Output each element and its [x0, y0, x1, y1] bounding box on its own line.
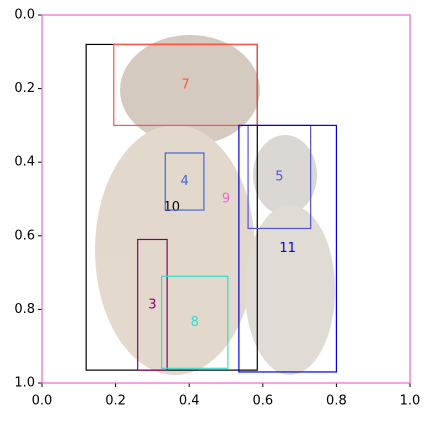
x-tick-label: 0.6 [252, 394, 273, 409]
photo [95, 35, 335, 375]
box-label: 11 [279, 241, 296, 256]
y-tick-label: 0.8 [14, 302, 35, 317]
bounding-box [238, 124, 338, 373]
y-tick-label: 0.0 [14, 8, 35, 23]
bounding-box [164, 152, 205, 211]
box-label: 7 [181, 77, 189, 92]
x-tick-label: 0.0 [32, 394, 53, 409]
y-tick-label: 1.0 [14, 376, 35, 391]
bounding-box [137, 238, 168, 371]
x-tick-label: 0.2 [105, 394, 126, 409]
bounding-box [161, 275, 229, 369]
box-label: 5 [275, 169, 283, 184]
y-tick-label: 0.2 [14, 81, 35, 96]
y-tick-label: 0.6 [14, 228, 35, 243]
bounding-box [113, 43, 258, 126]
y-tick-label: 0.4 [14, 155, 35, 170]
box-label: 3 [148, 297, 156, 312]
x-tick-label: 1.0 [400, 394, 421, 409]
box-label: 4 [180, 174, 188, 189]
box-label: 10 [163, 200, 180, 215]
bounding-box [41, 14, 411, 384]
x-tick-label: 0.4 [179, 394, 200, 409]
x-tick-label: 0.8 [326, 394, 347, 409]
box-label: 8 [191, 315, 199, 330]
box-label: 9 [222, 192, 230, 207]
